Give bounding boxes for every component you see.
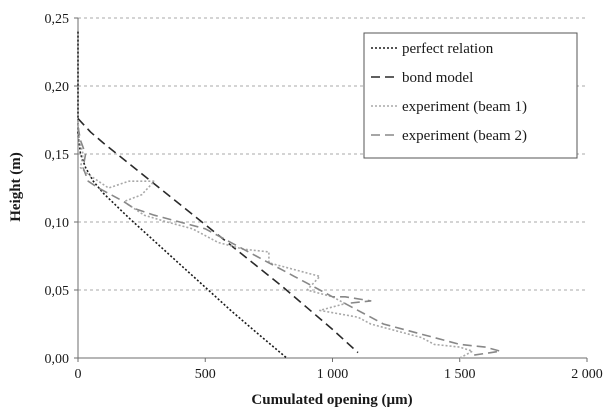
grid <box>78 17 587 291</box>
y-tick-label-3: 0,15 <box>45 148 70 163</box>
x-tick-label-3: 1 500 <box>444 367 476 382</box>
x-tick-label-0: 0 <box>75 367 82 382</box>
legend-label-experiment-beam-2: experiment (beam 2) <box>402 128 527 144</box>
y-tick-label-2: 0,10 <box>45 216 70 231</box>
y-tick-label-0: 0,00 <box>45 352 70 367</box>
x-tick-label-1: 500 <box>195 367 216 382</box>
axes <box>74 17 588 362</box>
x-tick-label-4: 2 000 <box>571 367 603 382</box>
x-tick-label-2: 1 000 <box>317 367 349 382</box>
x-axis-title: Cumulated opening (µm) <box>251 392 412 408</box>
legend: perfect relation bond model experiment (… <box>363 32 578 159</box>
legend-label-perfect-relation: perfect relation <box>402 41 494 57</box>
tick-labels: 0 500 1 000 1 500 2 000 0,00 0,05 0,10 0,15 0,20 0… <box>45 12 603 382</box>
series-line-bond-model <box>77 118 359 354</box>
y-axis-title: Height (m) <box>8 152 24 222</box>
y-tick-label-5: 0,25 <box>45 12 70 27</box>
legend-label-bond-model: bond model <box>402 70 473 86</box>
series-line-experiment-beam-2 <box>77 126 502 357</box>
y-tick-label-1: 0,05 <box>45 284 70 299</box>
legend-label-experiment-beam-1: experiment (beam 1) <box>402 99 527 115</box>
plot-series <box>77 31 502 359</box>
y-tick-label-4: 0,20 <box>45 80 70 95</box>
series-line-experiment-beam-1 <box>77 119 474 359</box>
series-line-perfect-relation <box>77 31 288 359</box>
legend-box <box>363 32 578 159</box>
